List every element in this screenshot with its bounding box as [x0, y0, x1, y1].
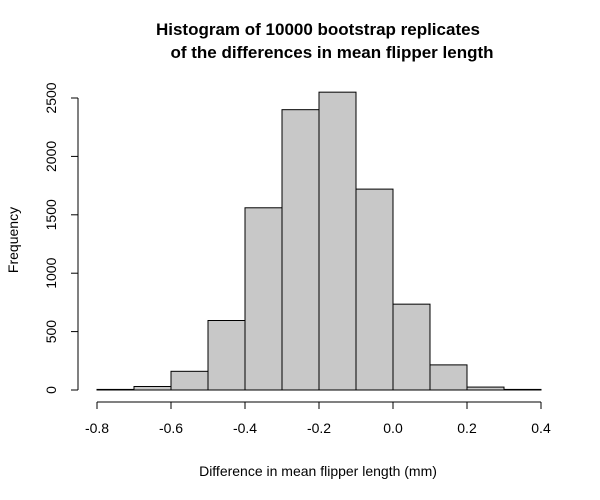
x-tick-label: 0.0 [383, 420, 403, 436]
histogram-bar [355, 188, 394, 391]
histogram-bar [170, 370, 209, 391]
y-axis: 0 500 1000 1500 2000 2500 [43, 82, 79, 394]
y-axis-label: Frequency [5, 207, 21, 273]
histogram-bar [281, 109, 320, 391]
y-tick-label: 1000 [43, 257, 59, 288]
y-tick-label: 2000 [43, 141, 59, 172]
chart-title-line-1: Histogram of 10000 bootstrap replicates [156, 20, 480, 39]
y-tick-label: 500 [43, 320, 59, 344]
histogram-bar [96, 388, 135, 391]
y-tick-label: 0 [43, 386, 59, 394]
histogram-bar [466, 386, 505, 391]
histogram-bar [429, 364, 468, 391]
histogram-bar [392, 303, 431, 391]
x-tick-label: -0.6 [159, 420, 183, 436]
histogram-bars [96, 91, 542, 391]
x-tick-label: 0.2 [457, 420, 477, 436]
x-tick-label: -0.2 [307, 420, 331, 436]
x-axis-label: Difference in mean flipper length (mm) [199, 463, 437, 479]
x-tick-label: -0.8 [85, 420, 109, 436]
x-tick-label: -0.4 [233, 420, 257, 436]
histogram-bar [207, 320, 246, 391]
histogram-bar [133, 385, 172, 391]
y-tick-label: 1500 [43, 199, 59, 230]
histogram-bar [503, 388, 542, 391]
histogram-bar [244, 207, 283, 391]
x-axis: -0.8 -0.6 -0.4 -0.2 0.0 0.2 0.4 [85, 401, 551, 436]
chart-title-line-2: of the differences in mean flipper lengt… [170, 43, 493, 62]
y-tick-label: 2500 [43, 82, 59, 113]
x-tick-label: 0.4 [531, 420, 551, 436]
histogram-bar [318, 91, 357, 391]
